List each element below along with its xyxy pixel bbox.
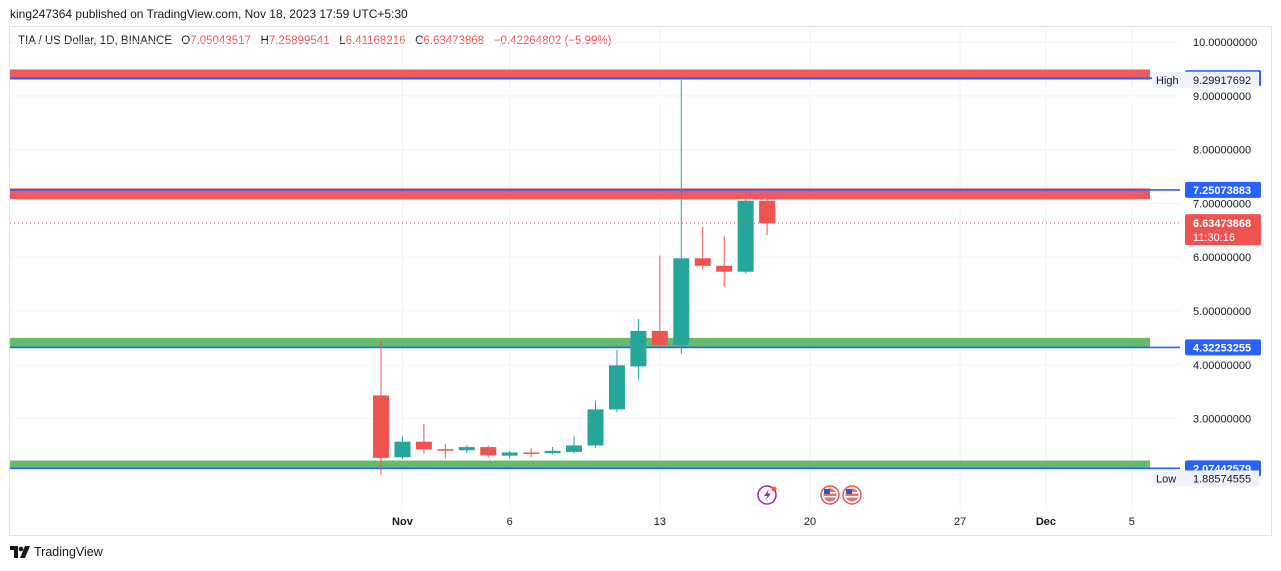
candle-body xyxy=(587,409,604,446)
price-tick-label: 3.00000000 xyxy=(1193,414,1251,426)
candle xyxy=(737,199,754,274)
extreme-tag-value: 9.29917692 xyxy=(1193,75,1251,87)
candle xyxy=(673,79,690,355)
high-value: 7.25899541 xyxy=(268,35,330,47)
candle-body xyxy=(523,452,540,454)
open-label: O xyxy=(181,35,191,47)
extreme-tag-label: Low xyxy=(1156,473,1176,485)
time-tick-label: 5 xyxy=(1129,516,1135,528)
low-value: 6.41168216 xyxy=(345,35,406,47)
high-label: H xyxy=(260,35,269,47)
candle-body xyxy=(608,365,625,410)
us-economic-event-icon[interactable] xyxy=(842,485,862,505)
candle xyxy=(394,436,411,459)
price-tick-label: 7.00000000 xyxy=(1193,198,1251,210)
candle-body xyxy=(630,330,647,367)
tradingview-logo-text: TradingView xyxy=(34,545,103,559)
low-label: L xyxy=(339,35,346,47)
candle-body xyxy=(759,200,776,224)
us-economic-event-icon[interactable] xyxy=(820,485,840,505)
chart-frame xyxy=(9,26,1272,536)
level-price-tag xyxy=(1185,181,1261,198)
resistance-zone xyxy=(10,188,1150,200)
candle xyxy=(608,349,625,413)
candle xyxy=(501,450,518,459)
price-tick-label: 6.00000000 xyxy=(1193,252,1251,264)
candle xyxy=(716,235,733,287)
price-tick-label: 9.00000000 xyxy=(1193,91,1251,103)
change-value: −0.42264802 (−5.99%) xyxy=(493,35,612,47)
candle-body xyxy=(566,445,583,452)
symbol-legend: TIA / US Dollar, 1D, BINANCE O7.05043517… xyxy=(18,35,611,47)
candle xyxy=(373,339,389,476)
extreme-tag-value: 1.88574555 xyxy=(1193,473,1251,485)
candle xyxy=(566,436,583,454)
last-price-tag-label: 6.63473868 xyxy=(1193,218,1251,230)
candle xyxy=(437,443,454,459)
candle-body xyxy=(716,265,733,272)
resistance-zone xyxy=(10,69,1150,80)
event-markers xyxy=(757,485,862,505)
price-tick-label: 4.00000000 xyxy=(1193,360,1251,372)
candle xyxy=(458,445,475,453)
candle-body xyxy=(437,449,454,451)
candlesticks xyxy=(373,79,776,476)
time-tick-label: 20 xyxy=(804,516,816,528)
support-zone xyxy=(10,337,1150,348)
time-tick-label: Dec xyxy=(1036,516,1056,528)
tradingview-logo-icon xyxy=(10,546,30,558)
candle-body xyxy=(394,441,411,458)
candle-body xyxy=(501,452,518,456)
candle xyxy=(415,423,432,454)
time-tick-label: 27 xyxy=(954,516,966,528)
candle-body xyxy=(673,258,690,345)
close-value: 6.63473868 xyxy=(423,35,485,47)
level-price-tag-label: 4.32253255 xyxy=(1193,342,1251,354)
candle-body xyxy=(544,450,561,453)
support-zone xyxy=(10,460,1150,469)
candle xyxy=(523,448,540,458)
candle xyxy=(651,255,668,346)
dividend-event-icon[interactable] xyxy=(757,485,777,505)
candle-body xyxy=(651,330,668,345)
time-axis: Nov 6 13 20 27 Dec 5 xyxy=(392,516,1135,528)
last-price-tag xyxy=(1185,214,1261,246)
candle xyxy=(480,445,497,458)
tradingview-logo[interactable]: TradingView xyxy=(10,545,103,559)
candle-body xyxy=(415,441,432,450)
price-tick-label: 8.00000000 xyxy=(1193,145,1251,157)
candle xyxy=(544,447,561,455)
extreme-tag-label: High xyxy=(1156,75,1179,87)
open-value: 7.05043517 xyxy=(190,35,251,47)
candle-body xyxy=(373,395,389,458)
level-price-tag xyxy=(1185,339,1261,356)
time-tick-label: 6 xyxy=(507,516,513,528)
candle xyxy=(759,189,776,236)
candle-body xyxy=(458,447,475,451)
close-label: C xyxy=(415,35,424,47)
candle xyxy=(694,226,711,270)
countdown-label: 11:30:16 xyxy=(1193,232,1235,244)
candle xyxy=(587,400,604,448)
time-tick-label: 13 xyxy=(654,516,666,528)
candle-body xyxy=(480,447,497,456)
candle-body xyxy=(694,258,711,266)
attribution-text: king247364 published on TradingView.com,… xyxy=(10,7,408,21)
candle xyxy=(630,319,647,380)
price-axis: 10.00000000 9.00000000 8.00000000 7.0000000… xyxy=(1152,37,1261,487)
candle-body xyxy=(737,200,754,272)
extreme-tag-bg xyxy=(1152,470,1259,487)
time-tick-label: Nov xyxy=(392,516,414,528)
level-price-tag-label: 7.25073883 xyxy=(1193,185,1251,197)
price-tick-label: 5.00000000 xyxy=(1193,306,1251,318)
price-tick-label: 10.00000000 xyxy=(1193,37,1257,49)
support-resistance-zones xyxy=(10,69,1180,470)
extreme-tag-bg xyxy=(1152,71,1259,88)
symbol-title: TIA / US Dollar, 1D, BINANCE xyxy=(18,35,173,47)
